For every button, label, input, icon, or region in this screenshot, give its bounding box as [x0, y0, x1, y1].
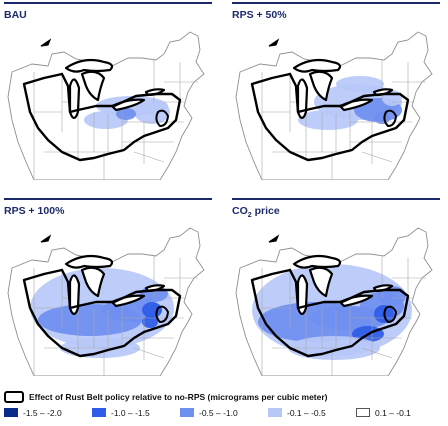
great-lake [80, 266, 106, 298]
rust-belt-outline [250, 72, 410, 162]
great-lake [64, 58, 114, 73]
state-border [133, 347, 165, 359]
map-panel-co2: CO2 price [232, 198, 440, 376]
legend-swatch [356, 408, 370, 417]
legend-swatch [268, 408, 282, 417]
panel-divider [232, 2, 440, 4]
map-bau [7, 31, 205, 180]
great-lake [308, 266, 334, 298]
legend-title: Effect of Rust Belt policy relative to n… [4, 391, 328, 403]
legend-swatch [4, 408, 18, 417]
great-lake [292, 58, 342, 73]
concentration-cloud [84, 96, 170, 129]
great-lake [308, 70, 334, 102]
panel-divider [4, 2, 212, 4]
great-lake [80, 70, 106, 102]
great-lake [296, 274, 309, 316]
state-border [133, 151, 165, 163]
rust-belt-outline-east [155, 305, 170, 324]
rust-belt-outline [22, 268, 182, 358]
legend-item: 0.1 – -0.1 [356, 408, 411, 418]
legend-item: -0.1 – -0.5 [268, 408, 326, 418]
rust-belt-outline [22, 72, 182, 162]
concentration-patch [134, 100, 170, 124]
legend-item: -1.5 – -2.0 [4, 408, 62, 418]
concentration-patch [336, 76, 384, 92]
concentration-patch [142, 316, 158, 328]
panel-divider [232, 198, 440, 200]
peninsula-mark [40, 234, 52, 243]
map-panel-rps100: RPS + 100% [4, 198, 212, 376]
great-lake [64, 254, 114, 269]
panel-title-bau: BAU [4, 9, 27, 21]
state-border [361, 151, 393, 163]
map-panel-bau: BAU [4, 2, 212, 180]
peninsula-mark [268, 234, 280, 243]
peninsula-mark [268, 38, 280, 47]
map-rps50 [235, 31, 433, 180]
panel-title-co2: CO2 price [232, 205, 280, 220]
panel-divider [4, 198, 212, 200]
concentration-patch [298, 110, 358, 130]
concentration-patch [116, 108, 136, 120]
great-lake [292, 254, 342, 269]
panel-title-rps100: RPS + 100% [4, 205, 65, 217]
great-lake [296, 78, 309, 120]
legend-swatch [92, 408, 106, 417]
concentration-patch [142, 302, 162, 318]
legend-item: -1.0 – -1.5 [92, 408, 150, 418]
rust-belt-outline-east [155, 109, 170, 128]
map-co2 [235, 227, 433, 376]
peninsula-mark [40, 38, 52, 47]
concentration-cloud [30, 268, 174, 358]
rust-belt-outline-swatch [4, 391, 24, 403]
state-border [361, 347, 393, 359]
rust-belt-outline [250, 268, 410, 358]
great-lake [68, 78, 81, 120]
panel-title-rps50: RPS + 50% [232, 9, 287, 21]
map-rps100 [7, 227, 205, 376]
rust-belt-outline-east [383, 305, 398, 324]
rust-belt-outline-east [383, 109, 398, 128]
map-panel-rps50: RPS + 50% [232, 2, 440, 180]
great-lake [68, 274, 81, 316]
legend-item: -0.5 – -1.0 [180, 408, 238, 418]
concentration-patch [374, 112, 390, 124]
legend-swatch [180, 408, 194, 417]
